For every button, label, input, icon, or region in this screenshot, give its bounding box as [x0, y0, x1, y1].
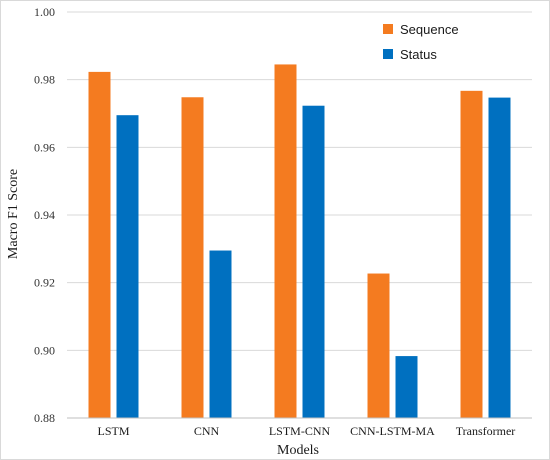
x-tick-labels: LSTM CNN LSTM-CNN CNN-LSTM-MA Transformer	[97, 424, 515, 438]
x-tick-label: CNN	[194, 424, 220, 438]
bar-sequence-lstm-cnn	[274, 64, 297, 419]
legend-label-status: Status	[400, 47, 437, 62]
legend-swatch-sequence	[383, 24, 393, 34]
x-axis-title: Models	[277, 443, 319, 458]
bar-status-cnn-lstm-ma	[395, 356, 418, 418]
y-tick-label: 0.96	[34, 140, 55, 154]
bars	[88, 64, 511, 419]
y-tick-label: 0.90	[34, 343, 55, 357]
y-tick-label: 0.94	[34, 208, 55, 222]
y-tick-label: 0.98	[34, 73, 55, 87]
y-tick-label: 0.88	[34, 411, 55, 425]
legend: Sequence Status	[383, 22, 459, 62]
y-tick-label: 0.92	[34, 276, 55, 290]
bar-status-transformer	[488, 97, 511, 419]
bar-status-lstm-cnn	[302, 105, 325, 419]
legend-label-sequence: Sequence	[400, 22, 459, 37]
x-tick-label: Transformer	[456, 424, 516, 438]
bar-status-cnn	[209, 250, 232, 418]
bar-status-lstm	[116, 115, 139, 419]
y-tick-label: 1.00	[34, 5, 55, 19]
x-tick-label: LSTM	[97, 424, 129, 438]
y-axis-title: Macro F1 Score	[6, 169, 21, 259]
x-tick-label: CNN-LSTM-MA	[350, 424, 435, 438]
bar-sequence-transformer	[460, 90, 483, 418]
gridlines	[67, 11, 532, 351]
y-tick-labels: 0.88 0.90 0.92 0.94 0.96 0.98 1.00	[34, 5, 55, 425]
x-tick-label: LSTM-CNN	[269, 424, 331, 438]
bar-sequence-cnn	[181, 97, 204, 418]
legend-swatch-status	[383, 49, 393, 59]
bar-sequence-lstm	[88, 71, 111, 418]
bar-sequence-cnn-lstm-ma	[367, 273, 390, 418]
